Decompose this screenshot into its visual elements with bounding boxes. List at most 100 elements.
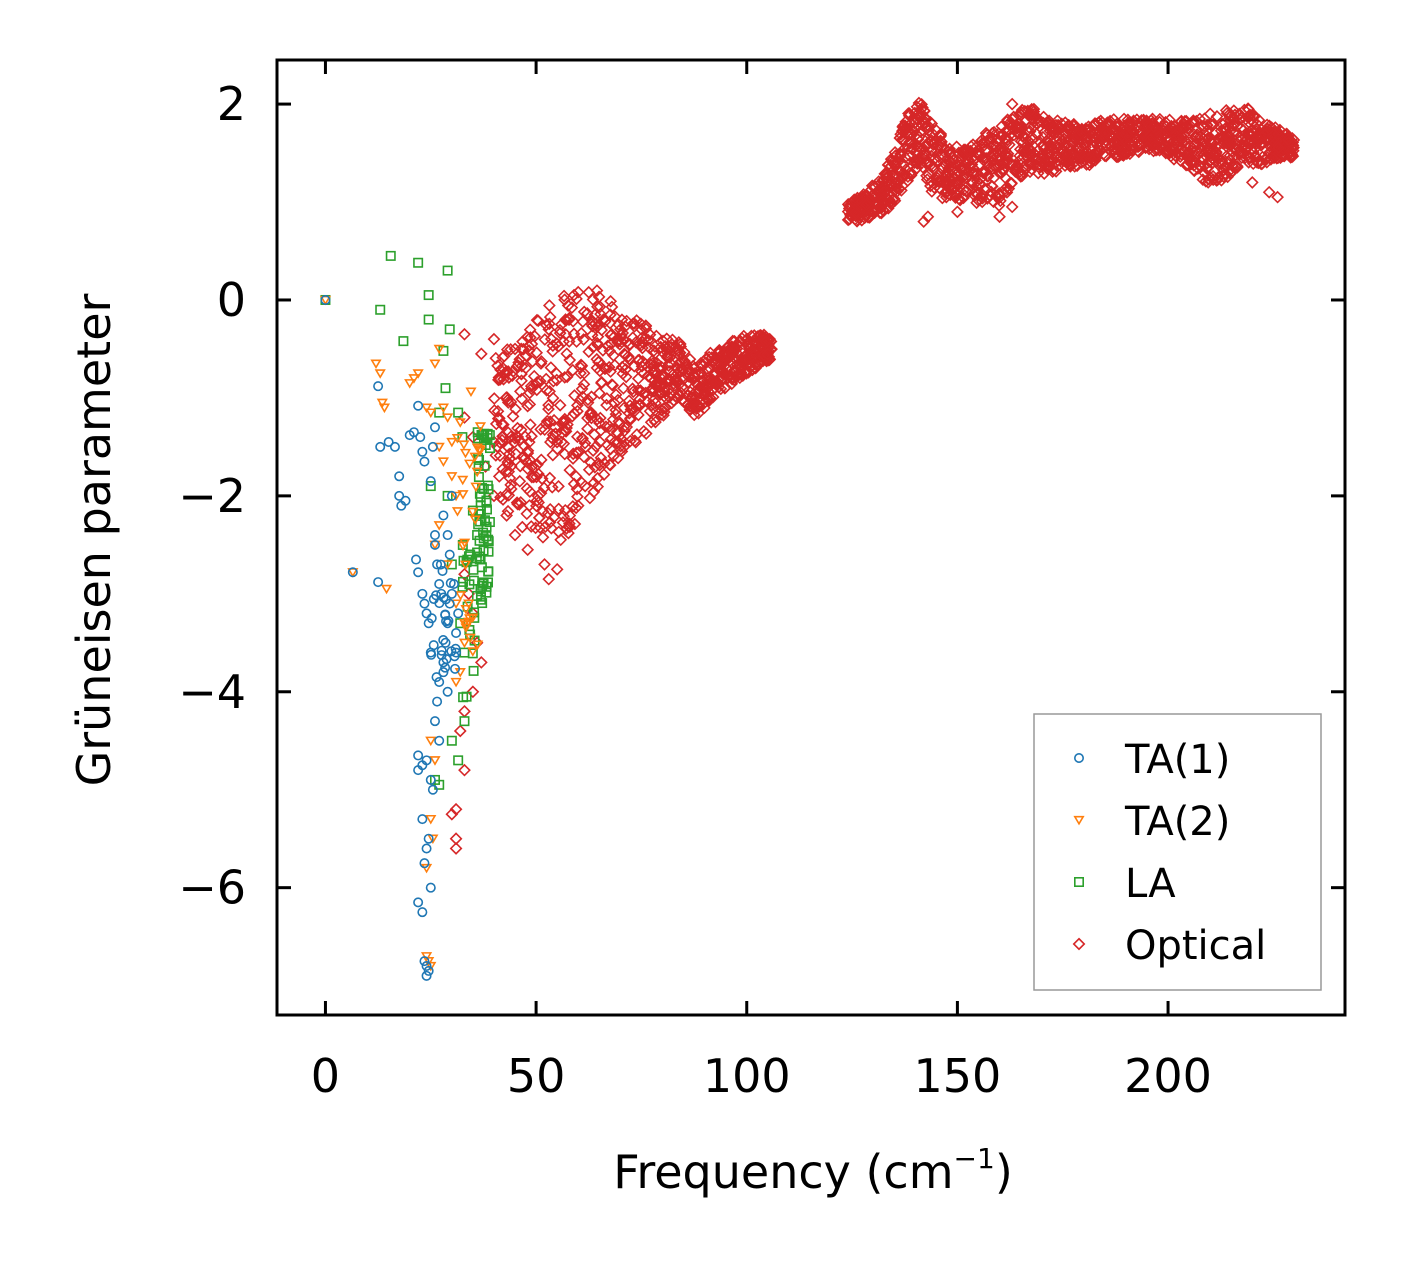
legend-label-ta2: TA(2) — [1124, 799, 1230, 845]
data-point-optical — [1199, 174, 1213, 188]
data-point-ta1 — [394, 471, 405, 482]
data-point-ta2 — [380, 584, 393, 595]
data-point-optical — [861, 210, 875, 224]
data-point-optical — [1171, 135, 1184, 149]
data-point-optical — [1019, 145, 1033, 159]
data-point-optical — [605, 378, 619, 392]
legend-marker-la — [1074, 876, 1085, 887]
data-point-ta1 — [435, 559, 446, 570]
data-point-optical — [537, 481, 551, 495]
data-point-optical — [614, 443, 628, 456]
data-point-ta1 — [419, 858, 430, 869]
data-point-optical — [542, 402, 555, 416]
data-point-optical — [501, 504, 515, 518]
data-point-optical — [1255, 157, 1269, 171]
data-point-optical — [943, 154, 957, 168]
data-point-optical — [1085, 148, 1099, 162]
data-point-optical — [877, 185, 890, 199]
data-point-optical — [1223, 110, 1237, 124]
data-point-optical — [558, 447, 572, 461]
data-point-ta2 — [442, 413, 454, 423]
data-point-optical — [547, 510, 561, 524]
data-point-optical — [458, 704, 471, 718]
data-point-optical — [1208, 164, 1221, 178]
data-point-la — [398, 336, 409, 347]
data-point-la — [481, 504, 492, 515]
data-point-la — [446, 735, 457, 746]
data-point-optical — [1068, 119, 1082, 132]
data-point-optical — [534, 357, 548, 370]
data-point-optical — [594, 451, 608, 465]
data-point-optical — [552, 502, 566, 516]
x-tick-label: 100 — [703, 1049, 791, 1103]
data-point-optical — [533, 521, 547, 534]
data-point-optical — [577, 377, 591, 391]
data-point-optical — [511, 497, 524, 511]
data-point-ta1 — [434, 676, 445, 687]
data-point-la — [483, 577, 494, 588]
data-point-optical — [1006, 122, 1020, 136]
data-point-optical — [466, 430, 480, 444]
data-point-optical — [950, 140, 964, 154]
data-point-optical — [1069, 154, 1083, 168]
data-point-optical — [531, 314, 545, 328]
data-point-ta1 — [429, 539, 440, 550]
data-point-optical — [539, 318, 553, 332]
data-point-optical — [538, 558, 551, 571]
data-point-ta2 — [450, 491, 462, 502]
data-point-optical — [1107, 113, 1121, 126]
data-point-ta1 — [423, 833, 434, 844]
data-point-optical — [622, 406, 636, 420]
data-point-optical — [1277, 141, 1291, 155]
data-point-optical — [1060, 124, 1074, 138]
data-point-ta1 — [413, 400, 424, 411]
data-point-optical — [1072, 127, 1085, 141]
data-point-optical — [522, 344, 536, 357]
data-point-optical — [1031, 166, 1045, 180]
data-point-optical — [449, 842, 463, 855]
data-point-ta1 — [440, 662, 451, 673]
data-point-optical — [656, 369, 670, 383]
data-point-la — [453, 755, 464, 766]
data-point-optical — [1207, 142, 1221, 156]
data-point-ta2 — [474, 446, 486, 457]
data-point-optical — [1122, 137, 1136, 151]
data-point-optical — [979, 165, 993, 178]
data-point-optical — [1228, 108, 1242, 122]
data-point-optical — [489, 448, 503, 462]
data-point-ta1 — [428, 640, 439, 651]
data-point-optical — [534, 422, 548, 436]
data-point-optical — [1121, 126, 1134, 140]
data-point-optical — [558, 415, 572, 428]
data-point-optical — [523, 418, 537, 432]
data-point-optical — [500, 488, 513, 501]
data-point-optical — [712, 343, 726, 357]
data-point-optical — [921, 210, 935, 224]
data-point-optical — [1228, 134, 1241, 148]
data-point-optical — [635, 331, 649, 345]
data-point-optical — [1260, 155, 1274, 169]
data-point-optical — [611, 334, 625, 347]
data-point-ta2 — [319, 295, 332, 306]
data-point-ta1 — [408, 427, 419, 438]
data-point-optical — [889, 157, 903, 171]
axis-ticks: 0 50 100 150 200 2 0 −2 −4 −6 — [178, 60, 1345, 1103]
data-point-optical — [1174, 115, 1188, 129]
data-point-optical — [589, 439, 603, 453]
data-point-optical — [524, 331, 537, 344]
data-point-optical — [1233, 147, 1247, 161]
data-point-optical — [1206, 173, 1220, 187]
data-point-optical — [1084, 152, 1097, 165]
data-point-la — [453, 407, 464, 418]
data-point-optical — [526, 355, 539, 368]
data-point-ta1 — [389, 441, 400, 452]
data-point-ta2 — [425, 814, 437, 825]
data-point-optical — [644, 415, 658, 429]
data-point-optical — [1144, 128, 1157, 142]
data-point-ta1 — [413, 567, 424, 578]
data-point-optical — [501, 393, 514, 407]
data-point-optical — [586, 340, 600, 354]
data-point-optical — [1245, 176, 1259, 189]
data-point-ta2 — [464, 633, 476, 644]
data-point-optical — [542, 299, 556, 312]
